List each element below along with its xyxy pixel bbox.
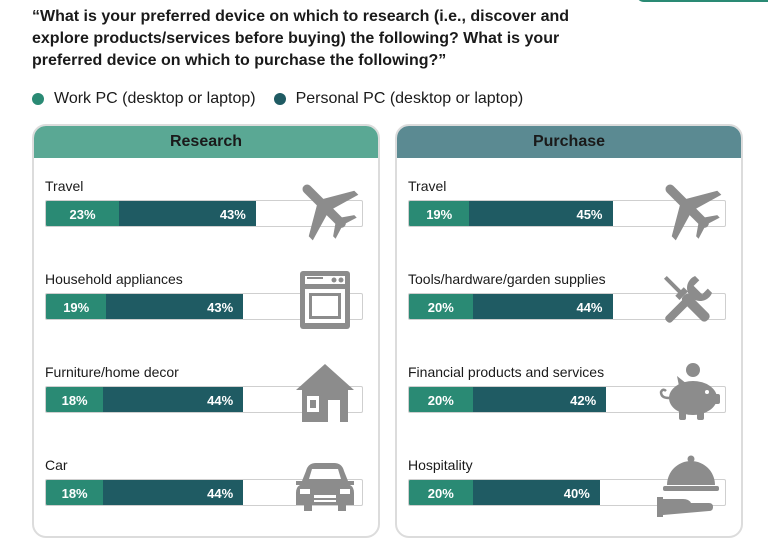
chart-title: “What is your preferred device on which … [32,8,570,69]
bar-segment-work-pc: 20% [409,387,473,412]
legend-swatch-personal-pc [273,93,286,105]
category-row: Financial products and services 20% 42% [397,363,741,457]
oven-icon [300,271,350,329]
legend-swatch-work-pc [32,93,44,105]
piggy-bank-icon [659,363,720,420]
category-row: Travel 23% 43% [34,178,378,271]
bar-segment-personal-pc: 43% [106,294,244,319]
category-row: Travel 19% 45% [397,178,741,271]
bar-segment-work-pc: 19% [409,201,470,226]
category-label: Furniture/home decor [45,364,179,380]
bar-segment-personal-pc: 45% [469,201,613,226]
legend-item-personal-pc: Personal PC (desktop or laptop) [273,90,524,108]
category-label: Household appliances [45,271,183,287]
legend-item-work-pc: Work PC (desktop or laptop) [32,90,256,108]
airplane-icon [665,184,722,241]
category-row: Car 18% 44% [34,457,378,536]
house-icon [296,364,354,422]
legend-label-work-pc: Work PC (desktop or laptop) [54,90,256,107]
bar-segment-personal-pc: 44% [472,294,613,319]
research-panel-header: Research [34,126,378,158]
bar-segment-personal-pc: 42% [472,387,607,412]
category-label: Travel [45,178,84,194]
category-row: Tools/hardware/garden supplies 20% 44% [397,271,741,364]
bar-segment-work-pc: 20% [409,294,473,319]
bar-track: 23% 43% [45,200,363,227]
category-label: Travel [408,178,447,194]
bar-segment-work-pc: 18% [46,480,104,505]
category-label: Car [45,457,68,473]
car-icon [296,463,354,511]
bar-segment-personal-pc: 43% [119,201,256,226]
category-row: Hospitality 20% 40% [397,455,741,536]
bar-segment-work-pc: 20% [409,480,473,505]
category-row: Furniture/home decor 18% 44% [34,364,378,457]
purchase-panel-header: Purchase [397,126,741,158]
bar-segment-personal-pc: 40% [472,480,600,505]
bar-segment-work-pc: 23% [46,201,120,226]
category-label: Hospitality [408,457,473,473]
bar-track: 19% 45% [408,200,726,227]
cloche-icon [657,455,719,517]
corner-accent-tab [636,0,768,2]
bar-segment-work-pc: 18% [46,387,104,412]
bar-segment-personal-pc: 44% [103,387,244,412]
purchase-panel: Purchase Travel 19% 45% Tools/hardware/gard… [395,124,743,538]
category-label: Tools/hardware/garden supplies [408,271,606,287]
legend-label-personal-pc: Personal PC (desktop or laptop) [295,90,524,107]
airplane-icon [302,184,359,241]
bar-segment-personal-pc: 44% [103,480,244,505]
wrench-screwdriver-icon [663,275,713,323]
category-row: Household appliances 19% 43% [34,271,378,364]
legend: Work PC (desktop or laptop) Personal PC … [32,88,541,110]
category-label: Financial products and services [408,364,605,380]
research-panel: Research Travel 23% 43% Household appliance… [32,124,380,538]
bar-segment-work-pc: 19% [46,294,107,319]
